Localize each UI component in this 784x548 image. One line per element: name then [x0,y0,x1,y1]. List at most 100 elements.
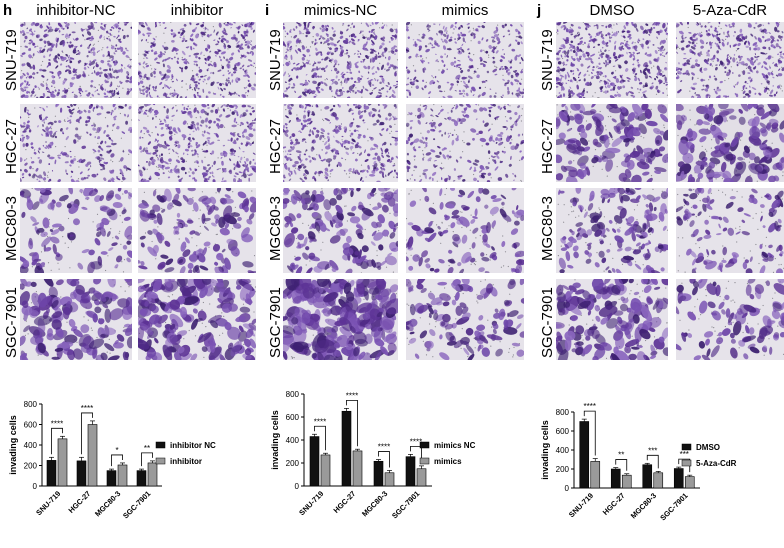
y-axis-label: invading cells [540,420,550,480]
row-label-snu-719-j: SNU-719 [539,29,556,91]
legend-swatch [681,459,692,467]
legend-label: DMSO [696,443,720,452]
legend-label: inhibitor [170,457,202,466]
bar [117,464,128,487]
micrograph-image [138,104,256,182]
micrograph-image [406,22,524,98]
category-label: SGC-7901 [658,491,689,522]
micrograph-image [676,188,784,273]
y-tick-label: 600 [24,421,38,430]
category-label: HGC-27 [332,489,358,515]
significance-bracket [378,451,390,468]
bar [373,460,384,487]
category-label: SNU-719 [297,489,325,517]
bar [46,460,57,487]
y-tick-label: 800 [24,400,38,409]
legend-swatch [155,457,166,465]
row-label-hgc-27-h: HGC-27 [3,118,20,174]
bar-chart-j: 0 200 400 600 800 invading cells **** SNU-719 **… [540,402,737,522]
row-label-hgc-27-j: HGC-27 [539,118,556,174]
panel-letter-i: i [265,2,270,19]
significance-bracket [615,459,628,471]
col-head-inhibitor: inhibitor [170,2,224,19]
significance-label: **** [81,404,93,413]
legend-swatch [155,441,166,449]
y-tick-label: 200 [286,459,300,468]
significance-label: ** [618,451,624,460]
col-head-inhibitor-nc: inhibitor-NC [36,2,116,19]
significance-bracket [314,425,326,451]
micrograph-image [20,188,132,273]
significance-label: *** [648,446,657,455]
bar [673,468,684,489]
legend-swatch [419,457,430,465]
category-label: HGC-27 [67,489,93,515]
category-label: SGC-7901 [121,489,152,520]
significance-label: **** [410,437,422,446]
y-tick-label: 800 [286,390,300,399]
category-label: HGC-27 [601,491,627,517]
micrograph-image [283,104,398,182]
legend-label: inhibitor NC [170,441,216,450]
bar [642,464,653,489]
significance-bracket [141,452,153,467]
col-head-mimics: mimics [441,2,489,19]
legend-swatch [681,443,692,451]
significance-bracket [346,399,358,447]
micrograph-image [406,279,524,360]
y-tick-label: 400 [24,441,38,450]
micrograph-image [676,22,784,98]
bar [684,476,695,489]
y-tick-label: 800 [556,408,570,417]
y-tick-label: 400 [286,436,300,445]
micrograph-image [20,104,132,182]
row-label-snu-719-i: SNU-719 [267,29,284,91]
bar [320,454,331,487]
bar [352,450,363,487]
micrograph-image [138,22,256,98]
micrograph-image [556,279,668,360]
significance-label: * [115,446,118,455]
row-label-sgc-7901-i: SGC-7901 [267,287,284,358]
significance-label: **** [584,402,596,411]
y-tick-label: 400 [556,446,570,455]
bar [57,438,68,487]
category-label: MGC80-3 [360,489,389,518]
y-tick-label: 600 [286,413,300,422]
bar [384,472,395,487]
bar [405,456,416,487]
micrograph-image [138,279,256,360]
row-label-mgc80-3-j: MGC80-3 [539,195,556,261]
category-label: SNU-719 [567,491,595,519]
significance-label: **** [378,443,390,452]
bar [76,460,87,487]
row-label-sgc-7901-j: SGC-7901 [539,287,556,358]
micrograph-image [556,188,668,273]
bar [341,410,352,487]
category-label: SNU-719 [34,489,62,517]
legend-label: mimics [434,457,462,466]
bar [416,468,427,487]
panel-letter-h: h [3,2,13,19]
bar [653,472,664,489]
y-tick-label: 600 [556,427,570,436]
category-label: MGC80-3 [629,491,658,520]
micrograph-image [20,279,132,360]
col-head-dmso: DMSO [589,2,635,19]
col-head-5-aza-cdr: 5-Aza-CdR [692,2,768,19]
micrograph-image [556,22,668,98]
y-axis-label: invading cells [8,415,18,475]
y-axis-label: invading cells [270,410,280,470]
micrograph-image [676,104,784,182]
micrograph-image [283,22,398,98]
legend-label: mimics NC [434,441,476,450]
row-label-mgc80-3-h: MGC80-3 [3,195,20,261]
y-tick-label: 0 [565,484,570,493]
row-label-sgc-7901-h: SGC-7901 [3,287,20,358]
bar [590,461,601,489]
significance-bracket [646,454,659,469]
row-label-snu-719-h: SNU-719 [3,29,20,91]
y-tick-label: 200 [556,465,570,474]
legend-label: 5-Aza-CdR [696,459,737,468]
row-label-mgc80-3-i: MGC80-3 [267,195,284,261]
